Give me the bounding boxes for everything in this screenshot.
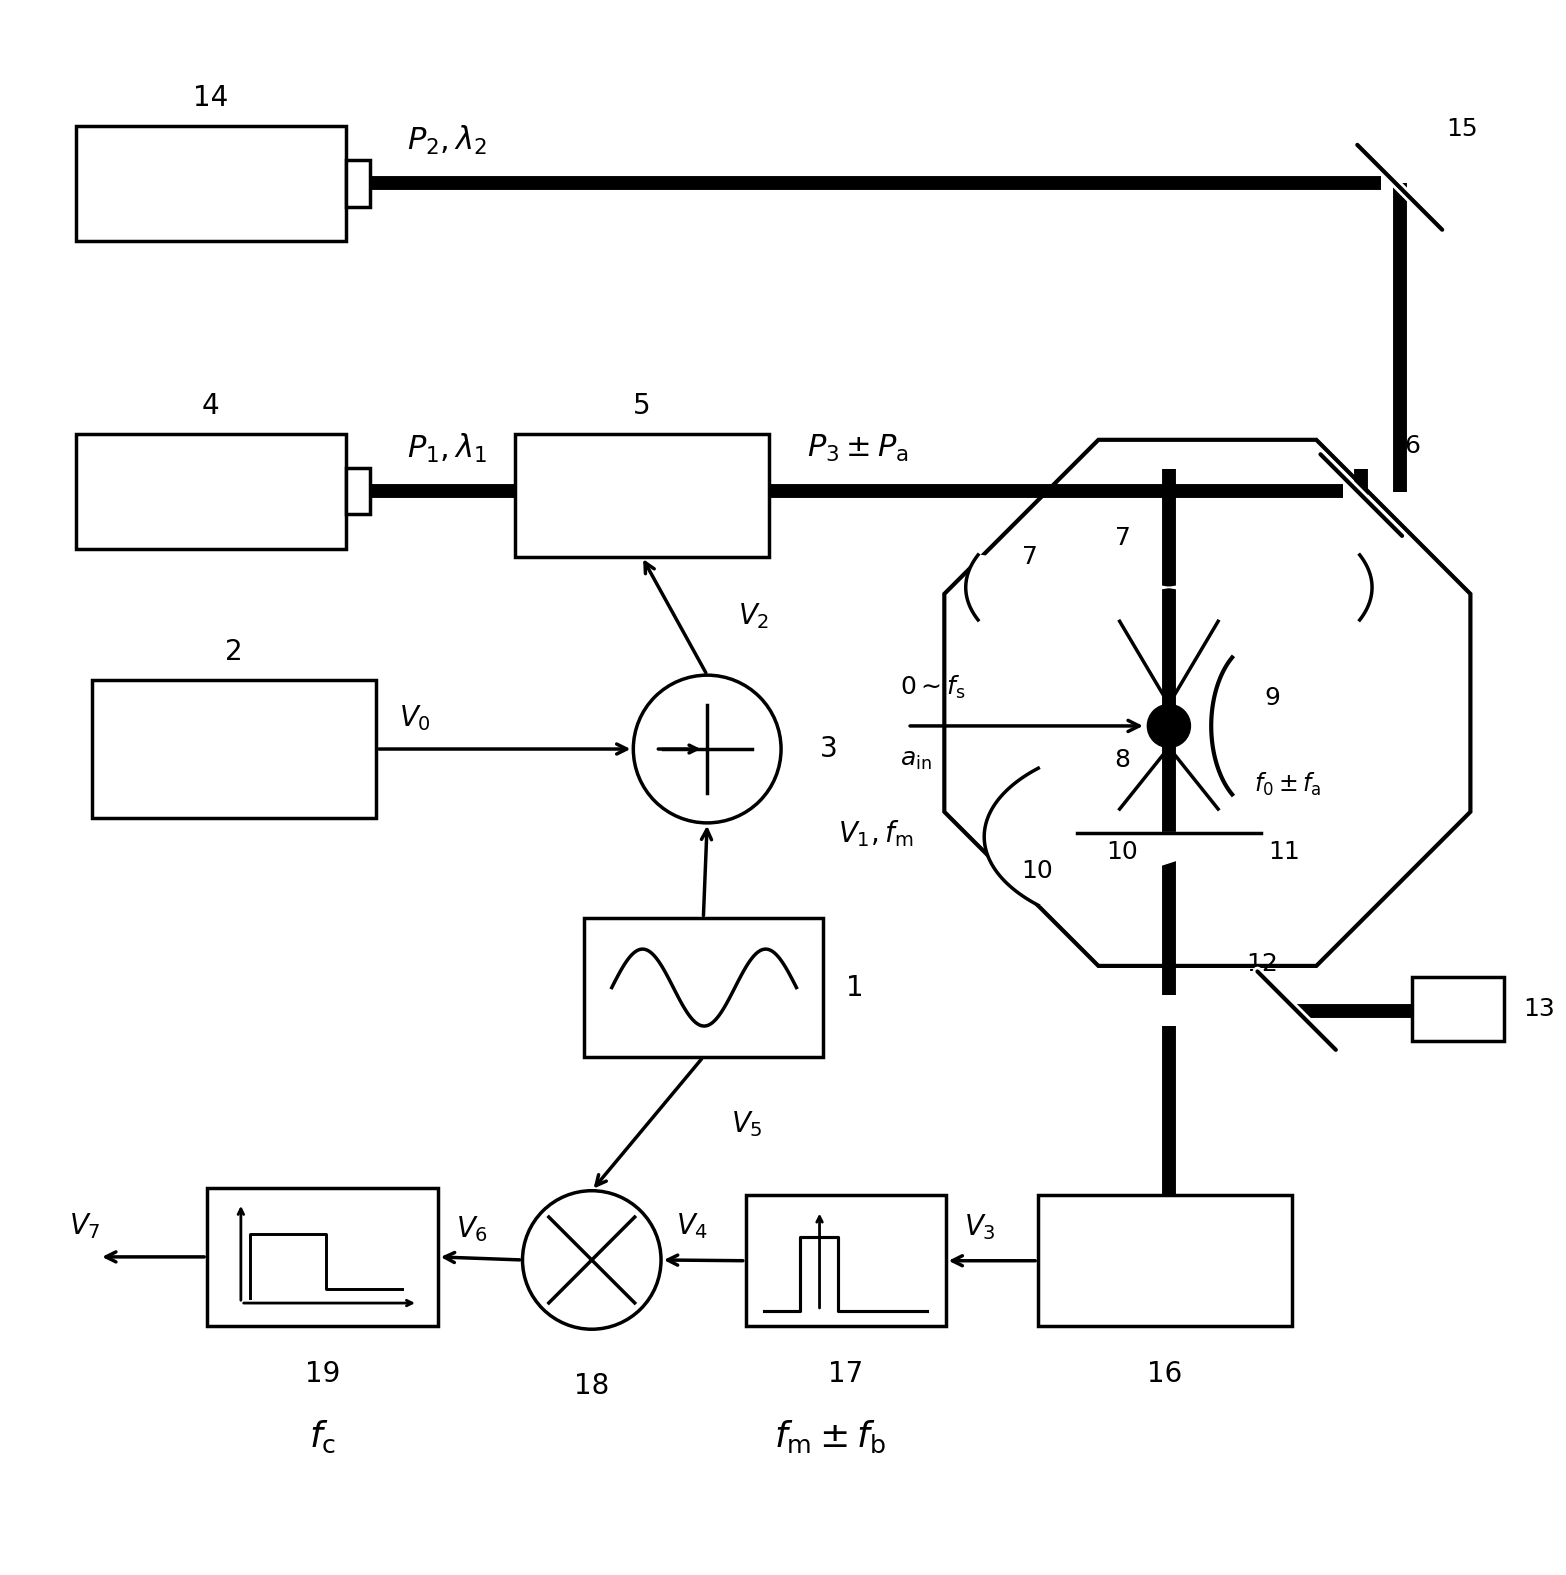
- Text: 15: 15: [1445, 117, 1478, 140]
- Text: $a_\mathrm{in}$: $a_\mathrm{in}$: [899, 748, 932, 772]
- Bar: [1038, 1195, 1292, 1326]
- Bar: [77, 126, 346, 241]
- Text: 9: 9: [1264, 687, 1279, 710]
- Text: $f_0 \pm f_\mathrm{a}$: $f_0 \pm f_\mathrm{a}$: [1253, 770, 1322, 799]
- Text: 8: 8: [1115, 748, 1131, 772]
- Text: $f_\mathrm{c}$: $f_\mathrm{c}$: [309, 1419, 337, 1455]
- Bar: [745, 1195, 946, 1326]
- Bar: [77, 433, 346, 550]
- Text: 5: 5: [633, 392, 650, 421]
- Circle shape: [1148, 704, 1190, 748]
- Text: 6: 6: [1405, 433, 1420, 458]
- Bar: [207, 1188, 438, 1326]
- Text: $P_3 \pm P_\mathrm{a}$: $P_3 \pm P_\mathrm{a}$: [806, 433, 908, 463]
- Polygon shape: [983, 769, 1261, 906]
- Bar: [515, 433, 769, 556]
- Text: $0{\sim}f_\mathrm{s}$: $0{\sim}f_\mathrm{s}$: [899, 674, 965, 701]
- Text: 17: 17: [828, 1359, 863, 1388]
- Text: $P_1, \lambda_1$: $P_1, \lambda_1$: [407, 432, 487, 465]
- Text: 12: 12: [1247, 953, 1278, 976]
- Text: 1: 1: [846, 973, 863, 1002]
- Text: 19: 19: [305, 1359, 340, 1388]
- Bar: [584, 918, 822, 1057]
- Text: 18: 18: [575, 1372, 609, 1400]
- Text: 14: 14: [193, 83, 229, 112]
- Text: $V_7$: $V_7$: [69, 1211, 100, 1241]
- Text: $V_4$: $V_4$: [677, 1211, 709, 1241]
- Bar: [1413, 976, 1505, 1041]
- Bar: [91, 680, 376, 819]
- Text: $V_5$: $V_5$: [731, 1109, 763, 1139]
- Text: 13: 13: [1522, 997, 1555, 1021]
- Text: $V_1, f_\mathrm{m}$: $V_1, f_\mathrm{m}$: [838, 819, 913, 849]
- Polygon shape: [966, 554, 1372, 621]
- Text: 7: 7: [1023, 545, 1038, 569]
- Text: 10: 10: [1021, 858, 1054, 882]
- Text: 4: 4: [202, 392, 219, 421]
- Text: $V_3$: $V_3$: [965, 1213, 996, 1241]
- Text: 10: 10: [1106, 839, 1138, 865]
- Text: $V_2$: $V_2$: [738, 602, 769, 632]
- Text: 7: 7: [1115, 526, 1131, 550]
- Bar: [346, 468, 370, 515]
- Text: 3: 3: [819, 736, 838, 762]
- Text: $f_\mathrm{m} \pm f_\mathrm{b}$: $f_\mathrm{m} \pm f_\mathrm{b}$: [774, 1419, 886, 1455]
- Text: 2: 2: [226, 638, 243, 666]
- Bar: [346, 161, 370, 206]
- Text: $V_0$: $V_0$: [399, 704, 431, 732]
- Text: $P_2, \lambda_2$: $P_2, \lambda_2$: [407, 124, 487, 158]
- Text: 11: 11: [1268, 839, 1300, 865]
- Text: $V_6$: $V_6$: [456, 1214, 489, 1244]
- Text: 16: 16: [1148, 1359, 1182, 1388]
